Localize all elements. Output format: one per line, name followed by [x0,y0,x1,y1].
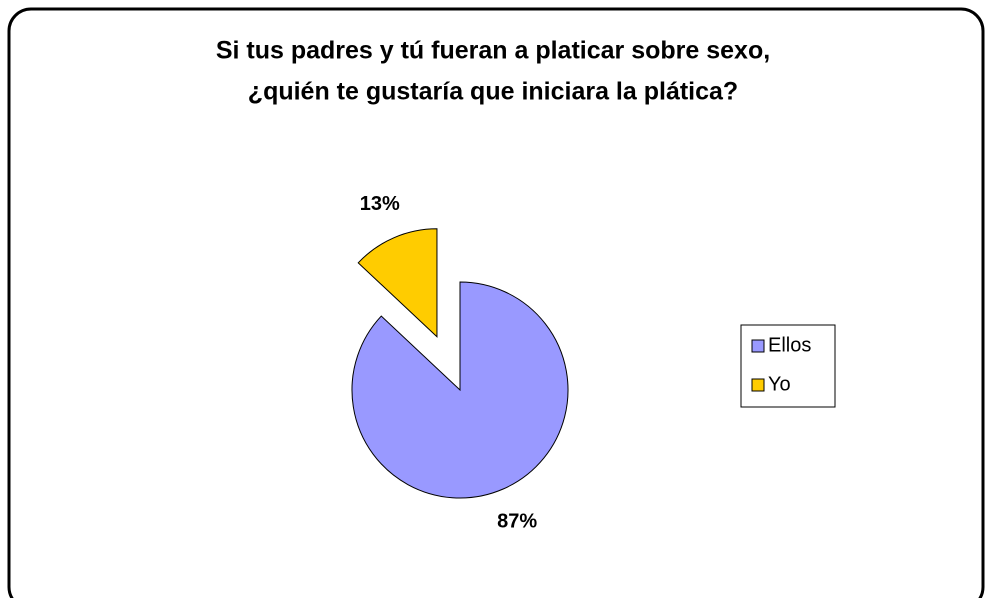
data-label: 87% [497,510,537,532]
chart-title: Si tus padres y tú fueran a platicar sob… [216,37,770,65]
legend-box [740,324,836,408]
legend-swatch [751,339,765,353]
pie-slice [357,228,438,338]
legend-label: Ellos [768,334,811,356]
data-label: 13% [360,193,400,215]
pie-slice [351,281,569,499]
legend-swatch [751,378,765,392]
legend-label: Yo [768,373,791,395]
chart-title: ¿quién te gustaría que iniciara la pláti… [248,78,738,106]
